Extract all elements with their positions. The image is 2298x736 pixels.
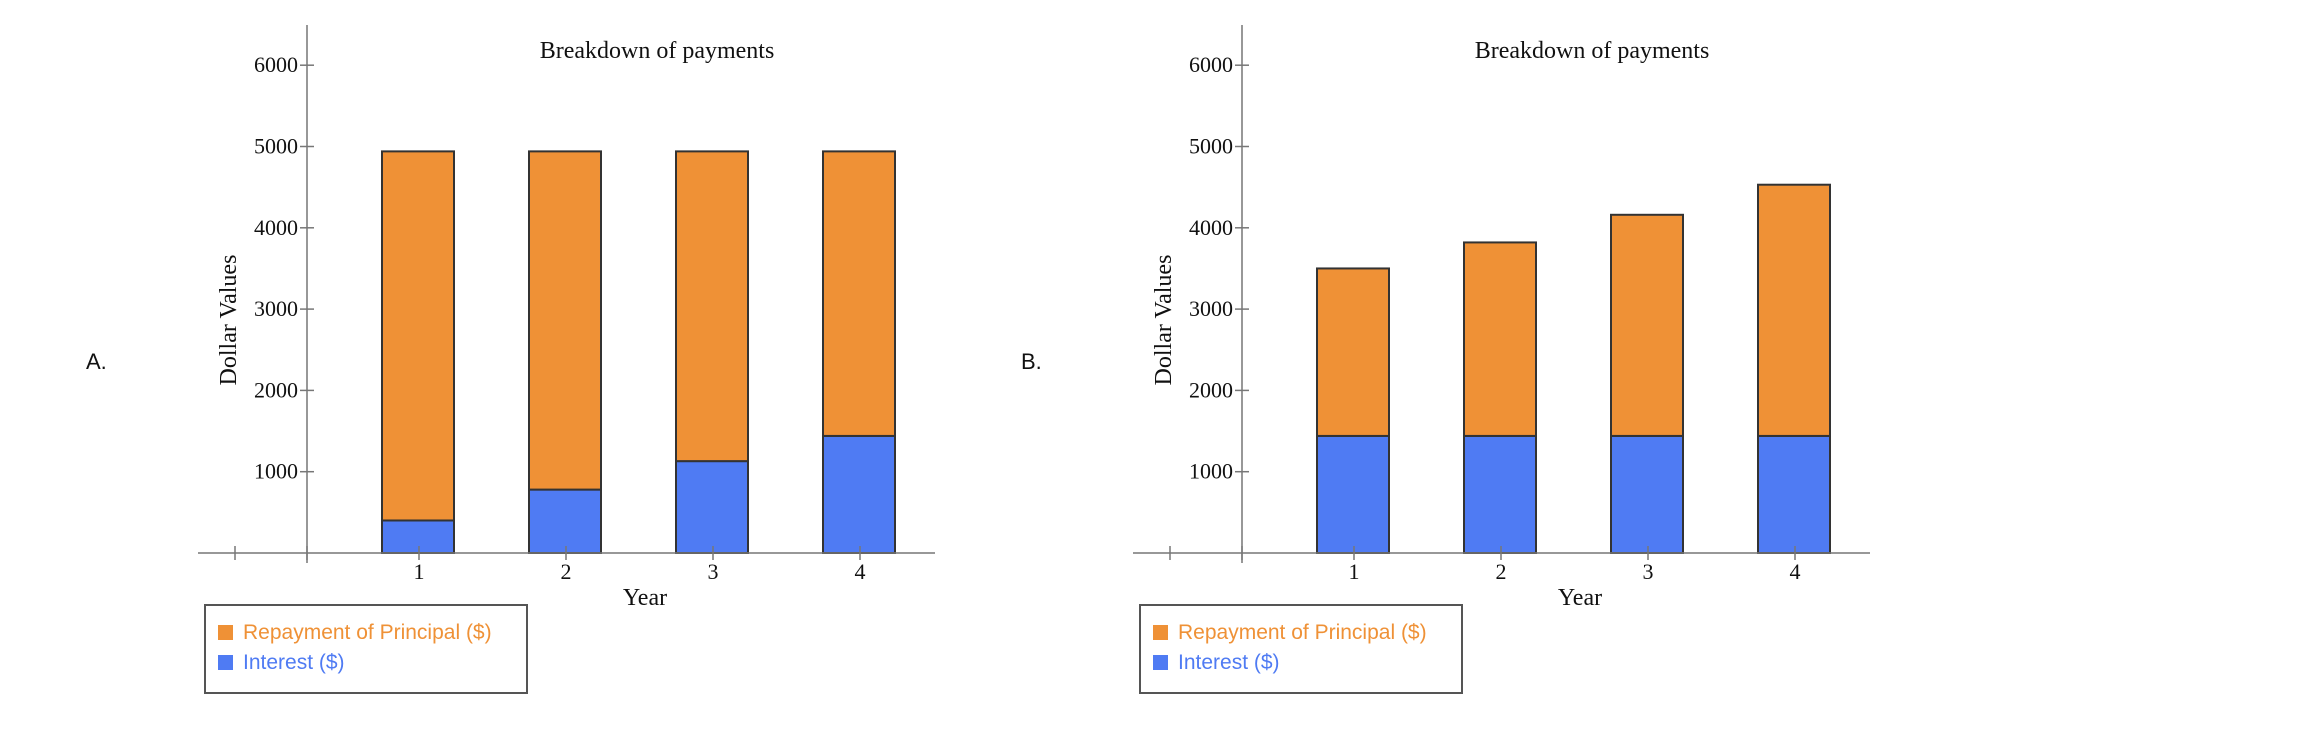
- y-tick-label: 2000: [254, 377, 298, 402]
- option-label: B.: [1021, 349, 1042, 374]
- principal-bar-1: [381, 150, 455, 522]
- y-tick-label: 1000: [1189, 459, 1233, 484]
- legend-label-interest: Interest ($): [243, 651, 345, 674]
- legend-box: [204, 604, 528, 694]
- x-tick-label: 2: [1496, 559, 1507, 584]
- y-tick-label: 3000: [254, 296, 298, 321]
- y-tick-label: 2000: [1189, 377, 1233, 402]
- x-axis-label: Year: [1558, 585, 1602, 611]
- legend-swatch-interest: [1153, 655, 1168, 670]
- legend-label-principal: Repayment of Principal ($): [243, 621, 492, 644]
- principal-bar-2: [528, 150, 602, 491]
- option-label: A.: [86, 349, 107, 374]
- principal-bar-2: [1463, 241, 1537, 437]
- x-tick-label: 3: [708, 559, 719, 584]
- chart-panel-b: B. Breakdown of payments 1000 2000 3000 4000 5…: [1021, 25, 1870, 694]
- principal-bar-4: [822, 150, 896, 437]
- y-tick-label: 6000: [254, 52, 298, 77]
- legend-label-interest: Interest ($): [1178, 651, 1280, 674]
- x-tick-label: 2: [561, 559, 572, 584]
- interest-bar-4: [1757, 434, 1831, 555]
- principal-bar-4: [1757, 183, 1831, 437]
- x-tick-label: 1: [414, 559, 425, 584]
- chart-title: Breakdown of payments: [540, 38, 775, 64]
- legend-swatch-principal: [1153, 625, 1168, 640]
- chart-title: Breakdown of payments: [1475, 38, 1710, 64]
- y-tick-label: 1000: [254, 459, 298, 484]
- x-tick-label: 1: [1349, 559, 1360, 584]
- legend-label-principal: Repayment of Principal ($): [1178, 621, 1427, 644]
- x-tick-label: 3: [1643, 559, 1654, 584]
- chart-panel-a: A. Breakdown of payments 1000 2000 3000 4000 5…: [86, 25, 935, 694]
- interest-bar-1: [1316, 434, 1390, 555]
- principal-bar-3: [675, 150, 749, 463]
- y-axis-label: Dollar Values: [216, 255, 242, 386]
- y-tick-label: 4000: [1189, 215, 1233, 240]
- y-tick-label: 5000: [254, 134, 298, 159]
- y-axis-label: Dollar Values: [1151, 255, 1177, 386]
- principal-bar-1: [1316, 267, 1390, 437]
- legend-swatch-principal: [218, 625, 233, 640]
- interest-bar-1: [381, 519, 455, 554]
- x-tick-label: 4: [855, 559, 866, 584]
- legend-swatch-interest: [218, 655, 233, 670]
- y-tick-label: 5000: [1189, 134, 1233, 159]
- y-tick-label: 6000: [1189, 52, 1233, 77]
- interest-bar-3: [675, 460, 749, 555]
- x-axis-label: Year: [623, 585, 667, 611]
- interest-bar-3: [1610, 434, 1684, 555]
- interest-bar-4: [822, 434, 896, 555]
- y-tick-label: 3000: [1189, 296, 1233, 321]
- legend-box: [1139, 604, 1463, 694]
- principal-bar-3: [1610, 213, 1684, 437]
- x-tick-label: 4: [1790, 559, 1801, 584]
- interest-bar-2: [1463, 434, 1537, 555]
- y-tick-label: 4000: [254, 215, 298, 240]
- interest-bar-2: [528, 488, 602, 554]
